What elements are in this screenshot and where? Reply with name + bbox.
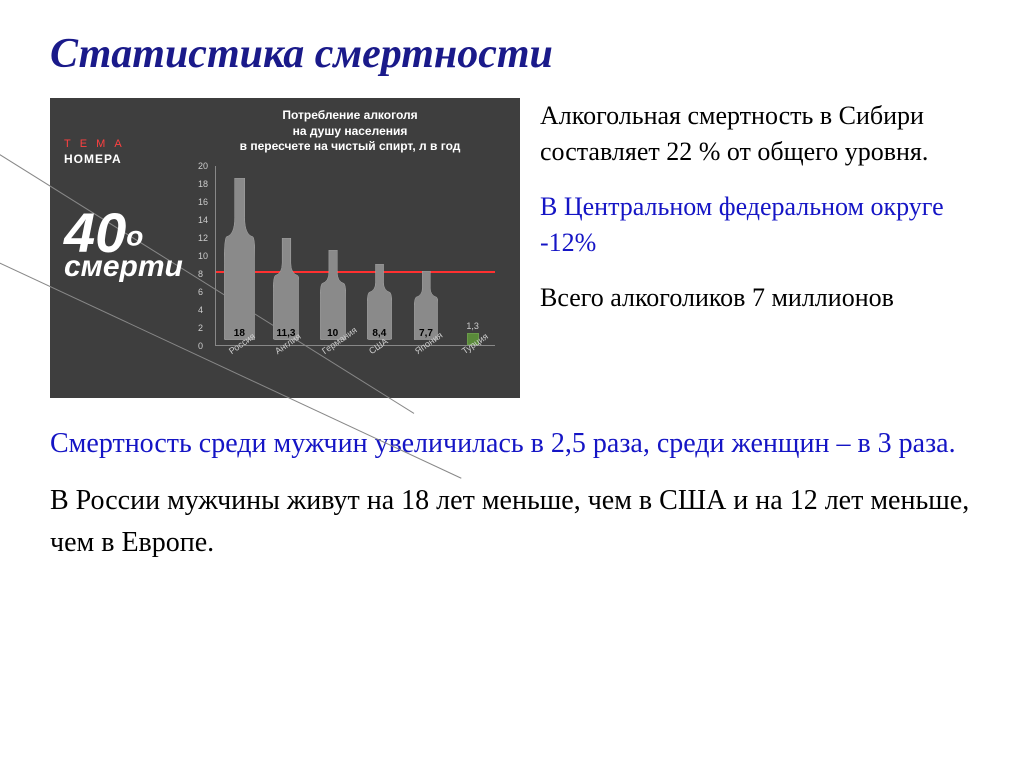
y-tick: 20 bbox=[198, 161, 208, 171]
slide-title: Статистика смертности bbox=[50, 30, 974, 78]
chart-panel: Т Е М А НОМЕРА 40о смерти Потребление ал… bbox=[50, 98, 520, 398]
y-tick: 2 bbox=[198, 323, 203, 333]
bottom-text: Смертность среди мужчин увеличилась в 2,… bbox=[50, 423, 974, 564]
y-tick: 6 bbox=[198, 287, 203, 297]
y-tick: 16 bbox=[198, 197, 208, 207]
side-text: Алкогольная смертность в Сибири составля… bbox=[540, 98, 974, 334]
forty-degrees-death: 40о смерти bbox=[64, 208, 183, 284]
bottle-bar: 18 bbox=[219, 178, 259, 345]
chart-title: Потребление алкоголя на душу населения в… bbox=[195, 108, 505, 155]
bottom-p1: Смертность среди мужчин увеличилась в 2,… bbox=[50, 423, 974, 465]
y-tick: 18 bbox=[198, 179, 208, 189]
y-tick: 4 bbox=[198, 305, 203, 315]
y-tick: 14 bbox=[198, 215, 208, 225]
y-tick: 8 bbox=[198, 269, 203, 279]
death-word: смерти bbox=[64, 250, 183, 284]
side-p3: Всего алкоголиков 7 миллионов bbox=[540, 280, 974, 316]
bottle-icon bbox=[224, 178, 255, 345]
chart-title-line: в пересчете на чистый спирт, л в год bbox=[195, 139, 505, 155]
y-tick: 0 bbox=[198, 341, 203, 351]
content-row: Т Е М А НОМЕРА 40о смерти Потребление ал… bbox=[50, 98, 974, 398]
side-p2: В Центральном федеральном округе -12% bbox=[540, 189, 974, 262]
tema-label: Т Е М А bbox=[64, 138, 125, 150]
y-tick: 10 bbox=[198, 251, 208, 261]
chart-title-line: на душу населения bbox=[195, 124, 505, 140]
nomera-label: НОМЕРА bbox=[64, 152, 122, 166]
y-tick: 12 bbox=[198, 233, 208, 243]
bottom-p2: В России мужчины живут на 18 лет меньше,… bbox=[50, 480, 974, 564]
chart-title-line: Потребление алкоголя bbox=[195, 108, 505, 124]
chart-area: Потребление алкоголя на душу населения в… bbox=[195, 108, 505, 378]
degree-symbol: о bbox=[126, 221, 143, 252]
side-p1: Алкогольная смертность в Сибири составля… bbox=[540, 98, 974, 171]
